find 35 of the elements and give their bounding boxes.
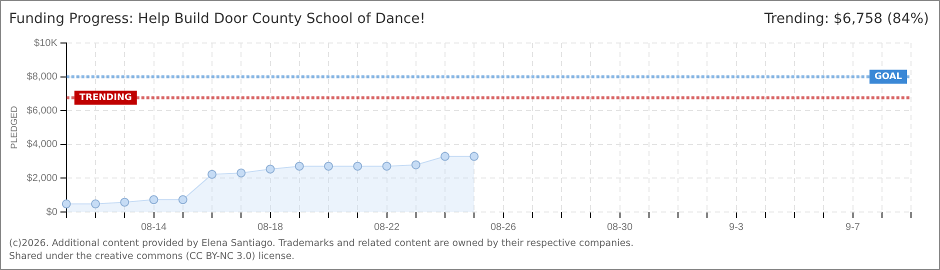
- x-tick-label: 9-3: [729, 222, 744, 233]
- point: [178, 195, 188, 204]
- x-tick-label: 08-26: [490, 222, 516, 233]
- chart-title: Funding Progress: Help Build Door County School of Dance!: [9, 11, 426, 27]
- point: [353, 162, 362, 171]
- point: [440, 152, 450, 161]
- point: [120, 198, 130, 207]
- point: [149, 195, 158, 204]
- y-tick-label: $8,000: [26, 72, 58, 83]
- text: Shared under the creative commons (CC BY-NC 3.0) license.: [9, 251, 295, 262]
- y-axis-title: PLEDGED: [8, 105, 19, 150]
- y-tick-label: $4,000: [26, 139, 58, 150]
- point: [62, 199, 71, 208]
- point: [91, 199, 100, 208]
- ref-line-label: GOAL: [874, 72, 902, 82]
- x-tick-label: 08-14: [140, 222, 167, 233]
- point: [236, 168, 246, 178]
- point: [411, 160, 420, 170]
- point: [382, 162, 392, 171]
- x-tick-label: 08-30: [606, 222, 633, 233]
- point: [470, 152, 479, 161]
- text: Trending: $6,758 (84%): [764, 11, 929, 27]
- point: [324, 162, 334, 171]
- x-tick-label: 9-7: [846, 222, 860, 233]
- y-tick-label: $0: [46, 206, 58, 218]
- y-tick-label: $2,000: [26, 172, 58, 184]
- x-tick-label: 08-22: [374, 222, 400, 233]
- y-tick-label: $10K: [34, 38, 58, 49]
- x-tick-label: 08-18: [257, 222, 284, 233]
- ref-line-label: TRENDING: [79, 93, 132, 104]
- point: [266, 164, 275, 174]
- point: [294, 162, 304, 171]
- point: [208, 170, 217, 179]
- text: (c)2026. Additional content provided by Elena Santiago. Trademarks and related content are owned by their respective companies.: [9, 238, 634, 249]
- y-tick-label: $6,000: [26, 105, 58, 116]
